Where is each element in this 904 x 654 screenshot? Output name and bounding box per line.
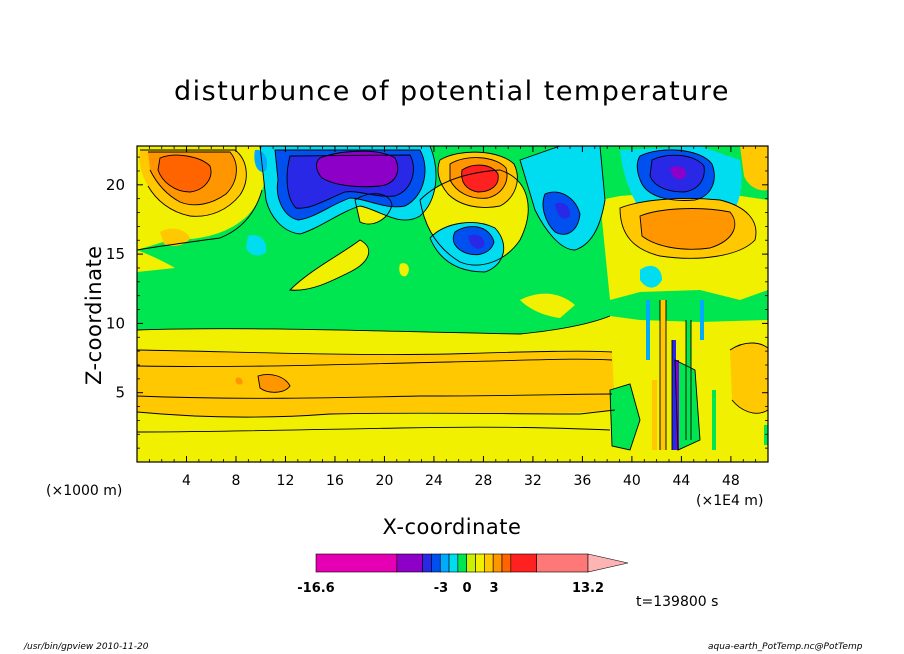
x-tick-label: 44 [672,473,690,489]
colorbar-segment [396,553,423,573]
y-axis: 5 10 15 20 [106,156,768,449]
colorbar-segment [431,553,441,573]
colorbar-segment [448,553,459,573]
colorbar-min-label: -16.6 [297,581,334,596]
fine-structure-streaks [646,300,716,450]
colorbar-mid-label: 3 [489,581,498,596]
x-tick-label: 28 [475,473,493,489]
contour-lines [137,146,768,451]
x-axis-label: X-coordinate [382,515,522,539]
x-unit-label-left: (×1000 m) [46,483,123,499]
x-tick-label: 4 [182,473,191,489]
x-unit-label-right: (×1E4 m) [696,493,764,509]
x-tick-label: 16 [326,473,344,489]
colorbar: -16.6 -3 0 3 13.2 [297,553,629,596]
y-tick-label: 20 [106,176,125,194]
time-label: t=139800 s [636,594,719,610]
warm-core-band-east [730,343,768,414]
footer-source: aqua-earth_PotTemp.nc@PotTemp [708,642,863,652]
colorbar-segment [466,553,476,573]
plot-frame [136,145,769,463]
x-tick-label: 20 [376,473,394,489]
colorbar-segment [475,553,485,573]
x-tick-label: 40 [623,473,641,489]
colorbar-segment [510,553,537,573]
colorbar-max-label: 13.2 [572,581,604,596]
x-tick-label: 48 [722,473,740,489]
y-tick-label: 5 [115,384,125,402]
colorbar-segment [439,553,450,573]
colorbar-segment [315,553,398,573]
y-tick-label: 15 [106,245,125,263]
footer-command: /usr/bin/gpview 2010-11-20 [24,642,149,652]
x-axis: 4 8 12 16 20 24 28 32 36 40 44 48 [148,146,769,489]
x-tick-label: 24 [425,473,443,489]
colorbar-arrow [587,553,629,573]
colorbar-segment [501,553,512,573]
x-tick-label: 8 [232,473,241,489]
colorbar-segment [457,553,468,573]
colorbar-segment [484,553,494,573]
colorbar-segment [536,553,589,573]
warm-core-band [137,350,615,418]
x-tick-label: 12 [277,473,295,489]
x-tick-label: 32 [524,473,542,489]
colorbar-mid-label: 0 [462,581,471,596]
colorbar-mid-label: -3 [434,581,448,596]
chart-title: disturbunce of potential temperature [174,76,730,107]
contour-field [137,146,768,462]
x-tick-label: 36 [573,473,591,489]
y-tick-label: 10 [106,314,125,332]
y-axis-label: Z-coordinate [82,245,106,385]
colorbar-segment [492,553,503,573]
colorbar-segment [422,553,432,573]
